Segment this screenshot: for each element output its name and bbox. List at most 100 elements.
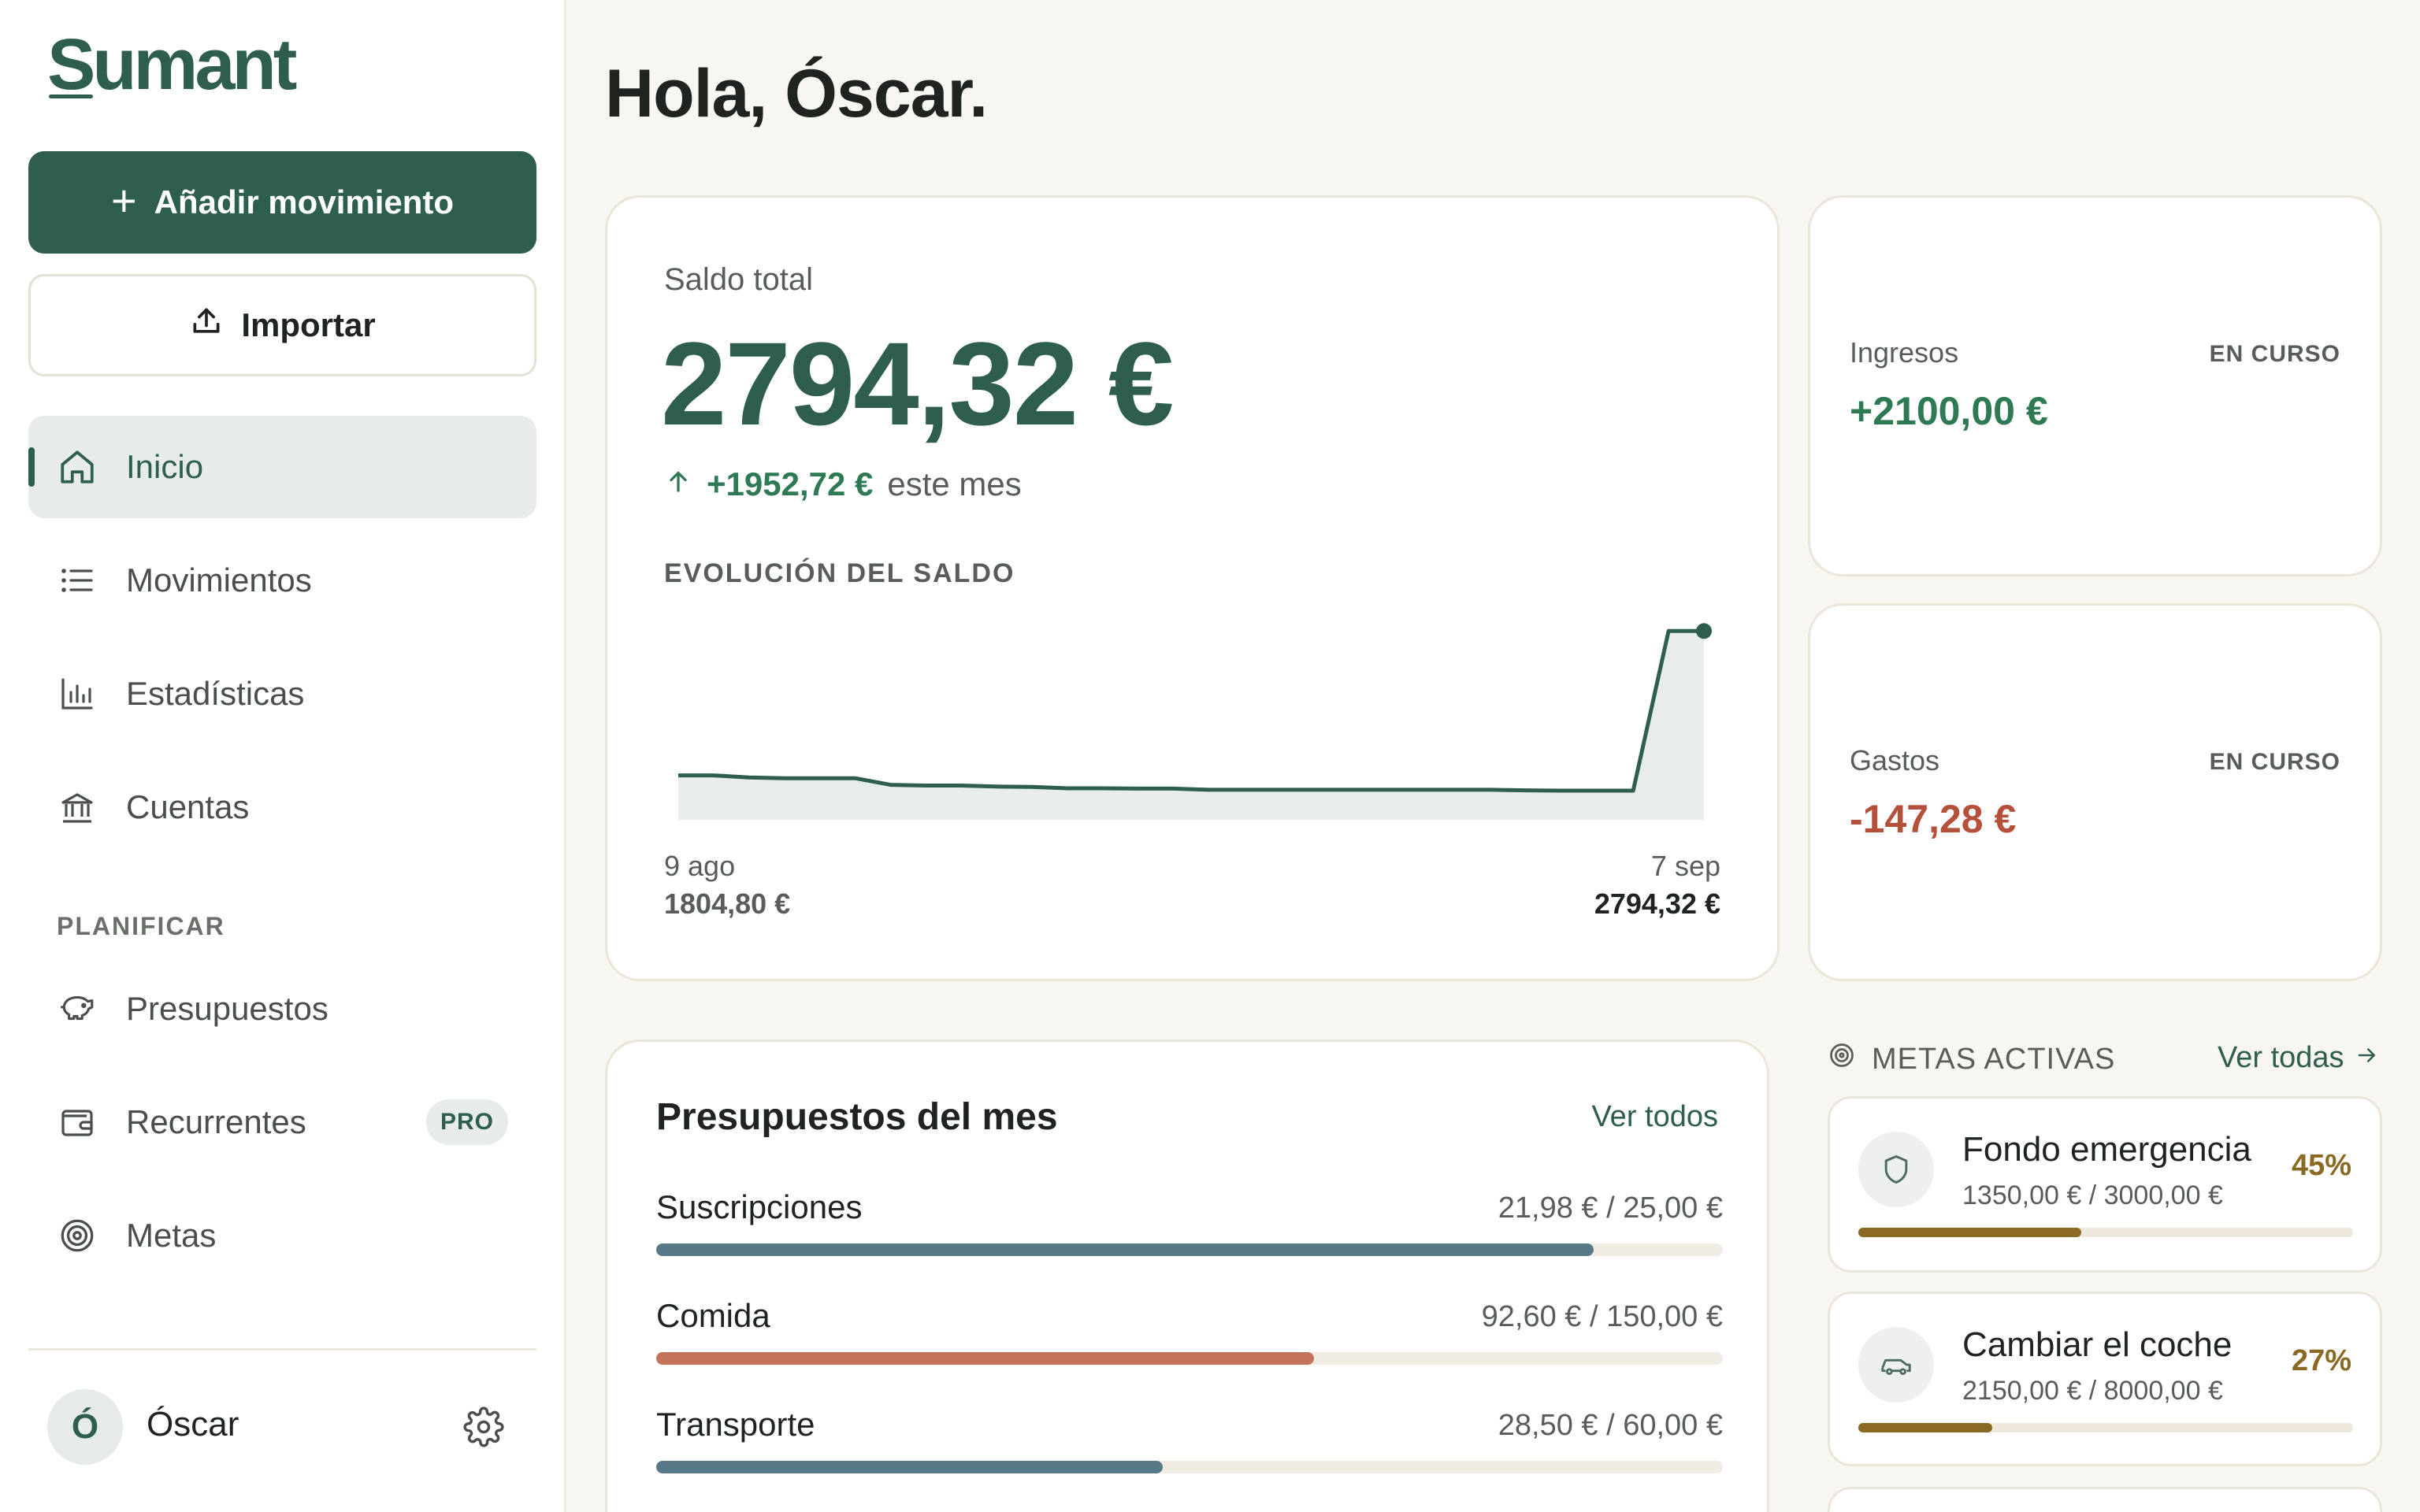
budget-progress-fill [656,1243,1594,1256]
gear-icon[interactable] [463,1406,504,1447]
nav-label: Movimientos [126,561,312,598]
nav-item-presupuestos[interactable]: Presupuestos [28,958,536,1060]
nav-label: Recurrentes [126,1103,306,1140]
balance-chart [678,623,1712,820]
page-title: Hola, Óscar. [605,56,988,132]
arrow-up-icon [664,465,692,503]
target-icon [55,1214,99,1258]
chart-line [678,628,1704,793]
budget-amount: 92,60 € / 150,00 € [1481,1300,1723,1333]
income-card[interactable]: Ingresos EN CURSO +2100,00 € [1808,195,2382,576]
plus-icon: + [110,176,137,225]
budget-name: Suscripciones [656,1188,863,1225]
balance-delta: +1952,72 € este mes [664,465,1022,503]
arrow-right-icon [2355,1041,2379,1075]
goal-percent: 27% [2291,1344,2351,1377]
shield-icon [1858,1132,1934,1207]
goal-amount: 2150,00 € / 8000,00 € [1962,1376,2223,1406]
nav-label: Metas [126,1217,217,1254]
budget-row[interactable]: Suscripciones 21,98 € / 25,00 € [656,1188,1723,1256]
budget-amount: 28,50 € / 60,00 € [1498,1409,1723,1442]
sidebar-divider [28,1348,536,1351]
goal-name: Fondo emergencia [1962,1130,2251,1169]
bank-icon [55,785,99,829]
add-transaction-label: Añadir movimiento [154,183,455,220]
nav-item-recurrentes[interactable]: Recurrentes PRO [28,1071,536,1173]
add-transaction-button[interactable]: + Añadir movimiento [28,151,536,254]
bar-chart-icon [55,672,99,716]
logo-underline [49,94,93,98]
nav-label: Inicio [126,448,204,485]
chart-start-value: 1804,80 € [664,888,791,920]
import-label: Importar [241,306,376,343]
upload-icon [189,304,224,346]
balance-delta-suffix: este mes [887,465,1022,502]
goal-progress-track [1858,1423,2353,1432]
piggy-bank-icon [55,987,99,1031]
chart-start-date: 9 ago [664,850,736,882]
wallet-icon [55,1100,99,1144]
budget-progress-track [656,1461,1723,1473]
chart-end-value: 2794,32 € [1594,888,1720,920]
nav-label: Estadísticas [126,675,305,712]
budget-progress-fill [656,1461,1164,1473]
budget-progress-track [656,1352,1723,1365]
goal-card[interactable]: Cambiar el coche 2150,00 € / 8000,00 € 2… [1828,1292,2382,1466]
target-icon [1828,1041,1856,1077]
nav-item-inicio[interactable]: Inicio [28,416,536,518]
budget-row[interactable]: Comida 92,60 € / 150,00 € [656,1297,1723,1365]
see-all-goals-link[interactable]: Ver todas [2218,1041,2379,1075]
budget-amount: 21,98 € / 25,00 € [1498,1191,1723,1225]
see-all-budgets-link[interactable]: Ver todos [1591,1100,1718,1133]
goal-progress-fill [1858,1228,2081,1237]
chart-area [678,631,1704,820]
goal-card[interactable]: Fondo emergencia 1350,00 € / 3000,00 € 4… [1828,1096,2382,1273]
section-label-planificar: PLANIFICAR [57,912,225,940]
budget-name: Transporte [656,1406,815,1443]
nav-item-metas[interactable]: Metas [28,1184,536,1287]
nav-item-estadisticas[interactable]: Estadísticas [28,643,536,745]
expenses-card[interactable]: Gastos EN CURSO -147,28 € [1808,603,2382,981]
car-icon [1858,1327,1934,1403]
app-logo[interactable]: Sumant [47,24,297,105]
balance-value: 2794,32 € [661,317,1174,450]
goals-header: METAS ACTIVAS [1828,1041,2115,1077]
nav-label: Cuentas [126,788,250,825]
user-name[interactable]: Óscar [147,1405,239,1443]
goal-percent: 45% [2291,1149,2351,1182]
budget-progress-track [656,1243,1723,1256]
budget-row[interactable]: Transporte 28,50 € / 60,00 € [656,1406,1723,1473]
goal-name: Cambiar el coche [1962,1325,2233,1364]
budget-progress-fill [656,1352,1315,1365]
expenses-status-badge: EN CURSO [2209,749,2340,775]
goal-card[interactable] [1828,1487,2382,1512]
expenses-value: -147,28 € [1850,797,2017,841]
pro-badge: PRO [425,1099,508,1145]
balance-label: Saldo total [664,262,814,297]
budgets-title: Presupuestos del mes [656,1096,1058,1138]
goals-title: METAS ACTIVAS [1872,1042,2116,1076]
income-value: +2100,00 € [1850,389,2048,433]
list-icon [55,558,99,602]
nav-item-cuentas[interactable]: Cuentas [28,756,536,858]
goal-progress-track [1858,1228,2353,1237]
budgets-card: Presupuestos del mes Ver todos Suscripci… [605,1040,1769,1512]
evolution-label: EVOLUCIÓN DEL SALDO [664,558,1015,588]
sidebar: Sumant + Añadir movimiento Importar Inic… [0,0,566,1512]
income-status-badge: EN CURSO [2209,341,2340,367]
expenses-label: Gastos [1850,744,1940,776]
chart-end-date: 7 sep [1650,850,1720,882]
import-button[interactable]: Importar [28,274,536,376]
budget-name: Comida [656,1297,770,1334]
avatar[interactable]: Ó [47,1389,123,1465]
chart-point [1696,623,1712,639]
income-label: Ingresos [1850,336,1959,369]
nav-item-movimientos[interactable]: Movimientos [28,529,536,632]
nav-label: Presupuestos [126,990,328,1027]
balance-card: Saldo total 2794,32 € +1952,72 € este me… [605,195,1780,981]
goal-amount: 1350,00 € / 3000,00 € [1962,1180,2223,1210]
balance-delta-amount: +1952,72 € [707,465,874,502]
home-icon [55,445,99,489]
see-all-goals-label: Ver todas [2218,1041,2344,1074]
goal-progress-fill [1858,1423,1992,1432]
